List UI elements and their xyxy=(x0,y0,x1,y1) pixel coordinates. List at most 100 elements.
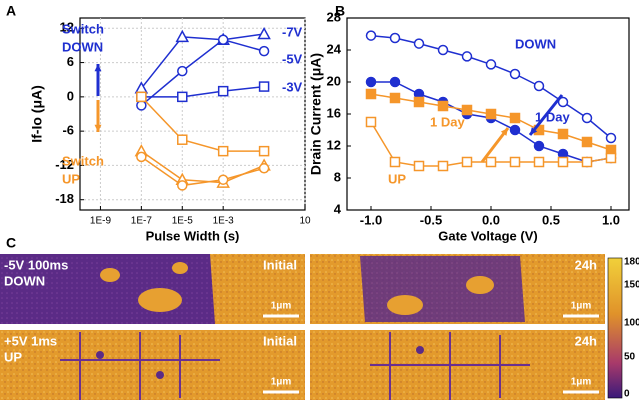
marker xyxy=(509,68,521,80)
marker xyxy=(485,59,497,70)
marker xyxy=(258,45,270,57)
y-tick-label: -12 xyxy=(55,157,74,172)
annotation: DOWN xyxy=(62,39,103,54)
marker xyxy=(461,51,473,62)
marker xyxy=(136,100,147,111)
panel-label: C xyxy=(6,235,16,251)
image-label: DOWN xyxy=(4,273,45,288)
marker xyxy=(365,30,377,41)
marker xyxy=(257,26,271,40)
annotation: 1 Day xyxy=(535,109,570,124)
marker xyxy=(461,104,473,116)
marker xyxy=(177,134,188,145)
x-axis-title: Gate Voltage (V) xyxy=(438,228,537,243)
marker xyxy=(365,116,377,128)
series-line xyxy=(140,33,265,89)
x-axis-title: Pulse Width (s) xyxy=(146,228,240,243)
marker xyxy=(413,38,425,49)
series-line xyxy=(140,150,265,184)
colorbar xyxy=(607,257,623,399)
image-panel xyxy=(0,254,623,400)
marker xyxy=(217,145,229,157)
domain xyxy=(138,288,182,312)
marker xyxy=(557,156,569,168)
arrow xyxy=(528,94,564,136)
domain xyxy=(416,346,424,354)
annotation: Switch xyxy=(62,21,104,36)
marker xyxy=(389,76,401,88)
colorbar-label: 180 xyxy=(624,257,639,268)
x-tick-label: 1E-5 xyxy=(172,216,194,227)
x-tick-label: 1E-3 xyxy=(213,216,235,227)
y-tick-label: 28 xyxy=(327,9,341,24)
image-stage: 24h xyxy=(575,333,597,348)
image-label: -5V 100ms xyxy=(4,257,68,272)
y-tick-label: -6 xyxy=(62,123,74,138)
series-label: UP xyxy=(388,171,406,186)
series-line xyxy=(141,85,265,98)
domain xyxy=(156,371,164,379)
marker xyxy=(509,112,521,124)
marker xyxy=(217,85,229,97)
marker xyxy=(217,34,229,45)
marker xyxy=(258,81,270,92)
marker xyxy=(258,163,270,174)
marker xyxy=(365,88,377,100)
plot-frame xyxy=(79,17,306,211)
annotation: 1 Day xyxy=(430,114,465,129)
y-tick-label: 6 xyxy=(67,54,74,69)
marker xyxy=(413,96,425,108)
x-tick-label: 10 xyxy=(299,216,311,227)
afm-image xyxy=(0,330,305,400)
scale-label: 1μm xyxy=(271,301,292,312)
marker xyxy=(136,151,147,163)
marker xyxy=(175,29,190,43)
marker xyxy=(581,112,593,124)
series-label: -3V xyxy=(282,79,303,94)
x-tick-label: -1.0 xyxy=(360,212,382,227)
x-tick-label: 0.5 xyxy=(542,212,560,227)
series-label: -5V xyxy=(282,51,303,66)
marker xyxy=(605,152,617,164)
colorbar-label: 100 xyxy=(624,318,639,329)
arrow xyxy=(500,128,508,136)
x-tick-label: 0.0 xyxy=(482,212,500,227)
image-stage: 24h xyxy=(575,257,597,272)
marker xyxy=(177,91,188,103)
y-axis-title: Drain Current (μA) xyxy=(308,53,324,175)
arrow xyxy=(94,64,102,72)
marker xyxy=(485,108,497,120)
marker xyxy=(217,174,229,185)
marker xyxy=(581,156,593,168)
domain-wall xyxy=(370,332,530,400)
domain xyxy=(96,351,104,359)
marker xyxy=(413,160,425,172)
series-label: DOWN xyxy=(515,36,556,51)
image-label: +5V 1ms xyxy=(4,333,57,348)
panel-label: A xyxy=(6,3,16,19)
marker xyxy=(509,156,521,168)
colorbar-label: 150 xyxy=(624,280,639,291)
image-stage: Initial xyxy=(263,257,297,272)
image-stage: Initial xyxy=(263,333,297,348)
domain xyxy=(172,262,188,274)
arrow xyxy=(530,127,538,135)
y-tick-label: 0 xyxy=(67,88,74,103)
arrow xyxy=(94,124,102,132)
x-tick-label: 1E-7 xyxy=(131,216,153,227)
marker xyxy=(437,100,449,112)
panel-label: B xyxy=(335,3,345,19)
domain xyxy=(466,276,494,294)
marker xyxy=(557,128,569,140)
domain-wall xyxy=(60,332,220,400)
domain xyxy=(100,268,120,282)
series-line xyxy=(140,38,265,107)
x-tick-label: 1E-9 xyxy=(90,216,112,227)
marker xyxy=(389,156,401,168)
marker xyxy=(533,156,545,168)
series-line xyxy=(140,96,265,152)
y-tick-label: -18 xyxy=(55,191,74,206)
marker xyxy=(365,76,377,88)
annotation: Switch xyxy=(62,153,104,168)
